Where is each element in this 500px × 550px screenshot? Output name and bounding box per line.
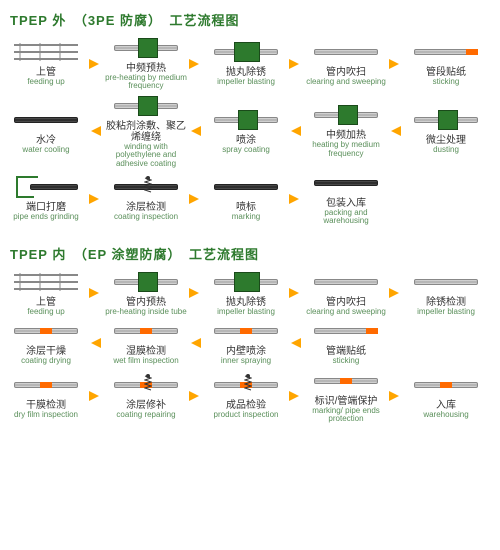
diagram-title: TPEP 外 （3PE 防腐） 工艺流程图 bbox=[10, 10, 496, 29]
step-label-en: wet film inspection bbox=[113, 357, 178, 365]
process-step: 管端贴纸sticking bbox=[304, 318, 388, 365]
process-step: 标识/管端保护marking/ pipe ends protection bbox=[304, 368, 388, 424]
process-step: 涂层检测coating inspection bbox=[104, 174, 188, 221]
process-step: 管内吹扫clearing and sweeping bbox=[304, 269, 388, 316]
step-label-en: coating inspection bbox=[114, 213, 178, 221]
step-label-en: pre-heating inside tube bbox=[105, 308, 186, 316]
arrow-right-icon bbox=[89, 191, 103, 205]
step-label-en: impeller blasting bbox=[217, 78, 275, 86]
arrow-right-icon bbox=[89, 285, 103, 299]
arrow-left-icon bbox=[289, 335, 303, 349]
process-row: 干膜检测dry film inspection 涂层修补coating repai… bbox=[4, 368, 496, 424]
step-label-en: feeding up bbox=[27, 78, 64, 86]
step-label-en: product inspection bbox=[214, 411, 279, 419]
step-label-en: marking/ pipe ends protection bbox=[304, 407, 388, 424]
arrow-right-icon bbox=[289, 56, 303, 70]
arrow-left-icon bbox=[189, 123, 203, 137]
arrow-right-icon bbox=[189, 191, 203, 205]
process-step: 微尘处理dusting bbox=[404, 107, 488, 154]
process-step: 管内预热pre-heating inside tube bbox=[104, 269, 188, 316]
process-step: 内壁喷涂inner spraying bbox=[204, 318, 288, 365]
process-step: 成品检验product inspection bbox=[204, 372, 288, 419]
process-step: 干膜检测dry film inspection bbox=[4, 372, 88, 419]
process-step: 涂层干燥coating drying bbox=[4, 318, 88, 365]
process-step: 喷涂spray coating bbox=[204, 107, 288, 154]
arrow-right-icon bbox=[89, 388, 103, 402]
step-label-cn: 标识/管端保护 bbox=[315, 396, 378, 407]
process-row: 涂层干燥coating drying 湿膜检测wet film inspectio… bbox=[4, 318, 496, 365]
step-label-en: spray coating bbox=[222, 146, 270, 154]
process-step: 上管feeding up bbox=[4, 39, 88, 86]
step-label-en: dusting bbox=[433, 146, 459, 154]
step-label-en: warehousing bbox=[423, 411, 468, 419]
step-label-en: pipe ends grinding bbox=[13, 213, 78, 221]
process-step: 入库warehousing bbox=[404, 372, 488, 419]
process-step: 管内吹扫clearing and sweeping bbox=[304, 39, 388, 86]
step-label-en: pre-heating by medium frequency bbox=[104, 74, 188, 91]
arrow-right-icon bbox=[289, 191, 303, 205]
process-step: 抛丸除锈impeller blasting bbox=[204, 39, 288, 86]
process-row: 上管feeding up 中频预热pre-heating by medium fr… bbox=[4, 35, 496, 91]
step-label-en: feeding up bbox=[27, 308, 64, 316]
process-step: 涂层修补coating repairing bbox=[104, 372, 188, 419]
step-label-en: dry film inspection bbox=[14, 411, 78, 419]
arrow-left-icon bbox=[89, 123, 103, 137]
step-label-en: winding with polyethylene and adhesive c… bbox=[104, 143, 188, 168]
process-step: 胶粘剂涂敷、聚乙烯缠绕winding with polyethylene and… bbox=[104, 93, 188, 168]
arrow-right-icon bbox=[89, 56, 103, 70]
step-label-en: sticking bbox=[433, 78, 460, 86]
step-label-en: heating by medium frequency bbox=[304, 141, 388, 158]
step-label-en: marking bbox=[232, 213, 260, 221]
arrow-left-icon bbox=[89, 335, 103, 349]
arrow-right-icon bbox=[189, 388, 203, 402]
arrow-left-icon bbox=[389, 123, 403, 137]
arrow-right-icon bbox=[289, 285, 303, 299]
process-step: 除锈检测impeller blasting bbox=[404, 269, 488, 316]
arrow-right-icon bbox=[389, 285, 403, 299]
arrow-left-icon bbox=[189, 335, 203, 349]
process-step: 上管feeding up bbox=[4, 269, 88, 316]
step-label-en: water cooling bbox=[22, 146, 69, 154]
process-step: 包装入库packing and warehousing bbox=[304, 170, 388, 226]
step-label-en: clearing and sweeping bbox=[306, 308, 386, 316]
arrow-right-icon bbox=[189, 56, 203, 70]
arrow-right-icon bbox=[389, 56, 403, 70]
arrow-left-icon bbox=[289, 123, 303, 137]
step-label-en: clearing and sweeping bbox=[306, 78, 386, 86]
process-row: 水冷water cooling 胶粘剂涂敷、聚乙烯缠绕winding with p… bbox=[4, 93, 496, 168]
step-label-cn: 胶粘剂涂敷、聚乙烯缠绕 bbox=[104, 121, 188, 143]
arrow-right-icon bbox=[189, 285, 203, 299]
diagram-title: TPEP 内 （EP 涂塑防腐） 工艺流程图 bbox=[10, 244, 496, 263]
process-row: 端口打磨pipe ends grinding 涂层检测coating inspec… bbox=[4, 170, 496, 226]
step-label-en: impeller blasting bbox=[417, 308, 475, 316]
step-label-en: packing and warehousing bbox=[304, 209, 388, 226]
arrow-right-icon bbox=[389, 388, 403, 402]
diagram-inner: TPEP 内 （EP 涂塑防腐） 工艺流程图上管feeding up 管内预热pr… bbox=[0, 234, 500, 432]
process-step: 中频预热pre-heating by medium frequency bbox=[104, 35, 188, 91]
step-label-en: sticking bbox=[333, 357, 360, 365]
process-step: 喷标marking bbox=[204, 174, 288, 221]
flowchart-root: TPEP 外 （3PE 防腐） 工艺流程图上管feeding up 中频预热pre… bbox=[0, 0, 500, 431]
diagram-outer: TPEP 外 （3PE 防腐） 工艺流程图上管feeding up 中频预热pre… bbox=[0, 0, 500, 234]
step-label-en: coating drying bbox=[21, 357, 71, 365]
process-step: 中频加热heating by medium frequency bbox=[304, 102, 388, 158]
process-step: 抛丸除锈impeller blasting bbox=[204, 269, 288, 316]
arrow-right-icon bbox=[289, 388, 303, 402]
process-step: 湿膜检测wet film inspection bbox=[104, 318, 188, 365]
step-label-en: coating repairing bbox=[116, 411, 175, 419]
process-step: 端口打磨pipe ends grinding bbox=[4, 174, 88, 221]
process-step: 水冷water cooling bbox=[4, 107, 88, 154]
step-label-en: impeller blasting bbox=[217, 308, 275, 316]
process-step: 管段贴纸sticking bbox=[404, 39, 488, 86]
process-row: 上管feeding up 管内预热pre-heating inside tube 抛… bbox=[4, 269, 496, 316]
step-label-en: inner spraying bbox=[221, 357, 271, 365]
